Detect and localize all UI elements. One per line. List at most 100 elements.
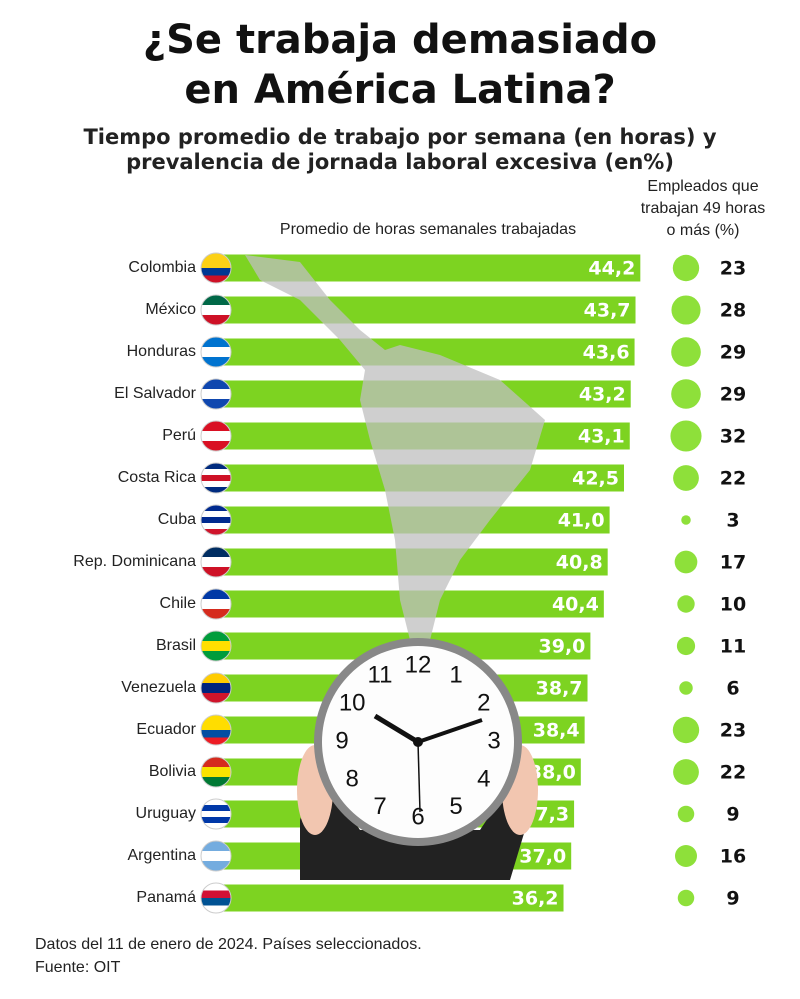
flag-border [200, 336, 232, 368]
flag [200, 882, 232, 914]
flag [200, 420, 232, 452]
bar-header: Promedio de horas semanales trabajadas [280, 221, 576, 238]
bubble [677, 889, 695, 907]
category-label: Rep. Dominicana [73, 553, 196, 570]
bubble [675, 845, 697, 867]
bubble [670, 420, 702, 452]
flag-border [200, 504, 232, 536]
category-label: Argentina [128, 847, 197, 864]
bubble-label: 10 [720, 594, 746, 616]
bubble-label: 22 [720, 762, 746, 784]
flag-stripe [201, 631, 231, 642]
flag-stripe [201, 589, 231, 600]
flag-border [200, 462, 232, 494]
clock-number: 5 [449, 793, 462, 820]
flag-stripe [201, 399, 231, 409]
flag-stripe [201, 379, 231, 390]
flag-stripe [201, 469, 231, 476]
clock-number: 4 [477, 765, 490, 792]
flag-stripes [201, 673, 231, 703]
map-silhouette [245, 255, 545, 640]
flag-stripe [201, 463, 231, 470]
category-label: Panamá [136, 889, 196, 906]
category-label: Perú [162, 427, 196, 444]
flag-border [200, 672, 232, 704]
flag-stripes [201, 589, 231, 619]
bubble-label: 17 [720, 552, 746, 574]
flag-border [200, 630, 232, 662]
bubble [671, 295, 701, 325]
bubble [677, 595, 695, 613]
flag-stripe [201, 737, 231, 745]
bubble-header: trabajan 49 horas [641, 200, 766, 217]
flag-stripe [201, 389, 231, 400]
flag-stripe [201, 567, 231, 577]
footnote: Fuente: OIT [35, 959, 121, 976]
bubble-label: 29 [720, 342, 746, 364]
flag-stripe [201, 421, 231, 432]
category-label: Bolivia [149, 763, 196, 780]
value-label: 38,4 [533, 720, 580, 742]
flag-stripe [201, 529, 231, 535]
category-label: Ecuador [136, 721, 196, 738]
value-label: 43,6 [583, 342, 630, 364]
flag-stripe [201, 730, 231, 738]
flag-stripe [201, 811, 231, 818]
value-label: 43,7 [584, 300, 631, 322]
bubble [671, 337, 701, 367]
flag [200, 840, 232, 872]
category-label: México [145, 301, 196, 318]
category-label: Cuba [158, 511, 196, 528]
flag-border [200, 714, 232, 746]
chart-subtitle: Tiempo promedio de trabajo por semana (e… [83, 125, 716, 149]
bubble-label: 32 [720, 426, 746, 448]
flag-stripe [201, 757, 231, 768]
flag-stripe [201, 523, 231, 530]
flag-border [200, 294, 232, 326]
bubble-label: 6 [726, 678, 739, 700]
clock-number: 9 [335, 727, 348, 754]
value-label: 39,0 [539, 636, 586, 658]
flag-stripe [201, 683, 231, 694]
bubble-label: 11 [720, 636, 746, 658]
flag-border [200, 798, 232, 830]
clock-number: 11 [368, 662, 393, 689]
category-label: Honduras [127, 343, 196, 360]
bubble-header: o más (%) [667, 222, 740, 239]
flag-stripe [201, 511, 231, 518]
value-label: 42,5 [572, 468, 619, 490]
flag-stripe [201, 898, 231, 906]
flag-border [200, 756, 232, 788]
clock-number: 12 [405, 651, 432, 678]
flag-stripe [201, 517, 231, 524]
flag-stripe [201, 767, 231, 778]
flag-stripe [201, 883, 231, 891]
value-label: 40,8 [556, 552, 603, 574]
flag-stripe [201, 890, 231, 899]
flag [200, 630, 232, 662]
category-label: Brasil [156, 637, 196, 654]
flag [200, 798, 232, 830]
value-label: 44,2 [588, 258, 635, 280]
flag-stripes [201, 547, 231, 577]
chart-subtitle: prevalencia de jornada laboral excesiva … [126, 150, 674, 174]
flag [200, 588, 232, 620]
flag-stripe [201, 295, 231, 306]
chart-title: en América Latina? [184, 67, 615, 113]
flag-stripe [201, 805, 231, 812]
bubble [673, 465, 699, 491]
flag [200, 756, 232, 788]
flag-stripe [201, 547, 231, 558]
flag [200, 546, 232, 578]
flag-border [200, 882, 232, 914]
flag-stripe [201, 905, 231, 913]
bubble-label: 3 [726, 510, 739, 532]
flag-border [200, 378, 232, 410]
bubble [672, 254, 700, 282]
flag-stripe [201, 357, 231, 367]
flag-stripe [201, 475, 231, 482]
bubble [673, 759, 699, 785]
category-label: Uruguay [136, 805, 196, 822]
